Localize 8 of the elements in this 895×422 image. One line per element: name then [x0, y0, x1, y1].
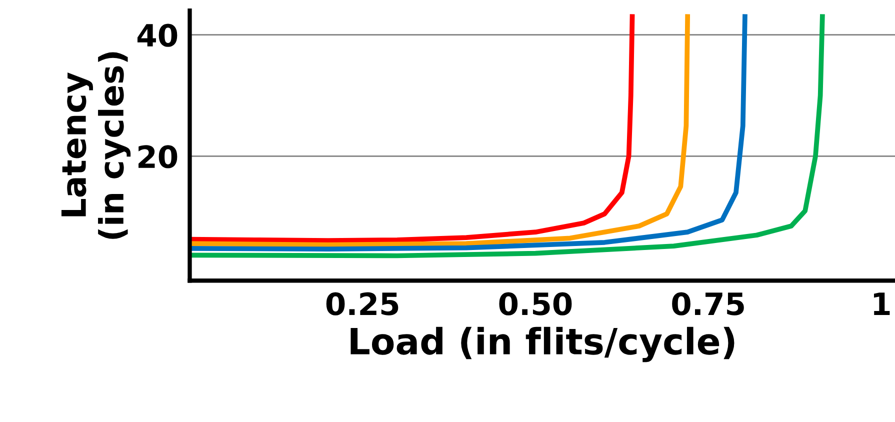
x-axis-title: Load (in flits/cycle): [350, 326, 734, 362]
x-tick-label: 1: [874, 292, 890, 315]
y-tick-label: 20: [138, 145, 178, 168]
x-tick-label: 0.50: [499, 292, 572, 316]
x-tick-label: 0.25: [326, 292, 398, 316]
y-axis-title: Latency (in cycles): [61, 52, 131, 239]
y-tick-label: 40: [137, 24, 178, 47]
x-tick-label: 0.75: [672, 292, 744, 316]
